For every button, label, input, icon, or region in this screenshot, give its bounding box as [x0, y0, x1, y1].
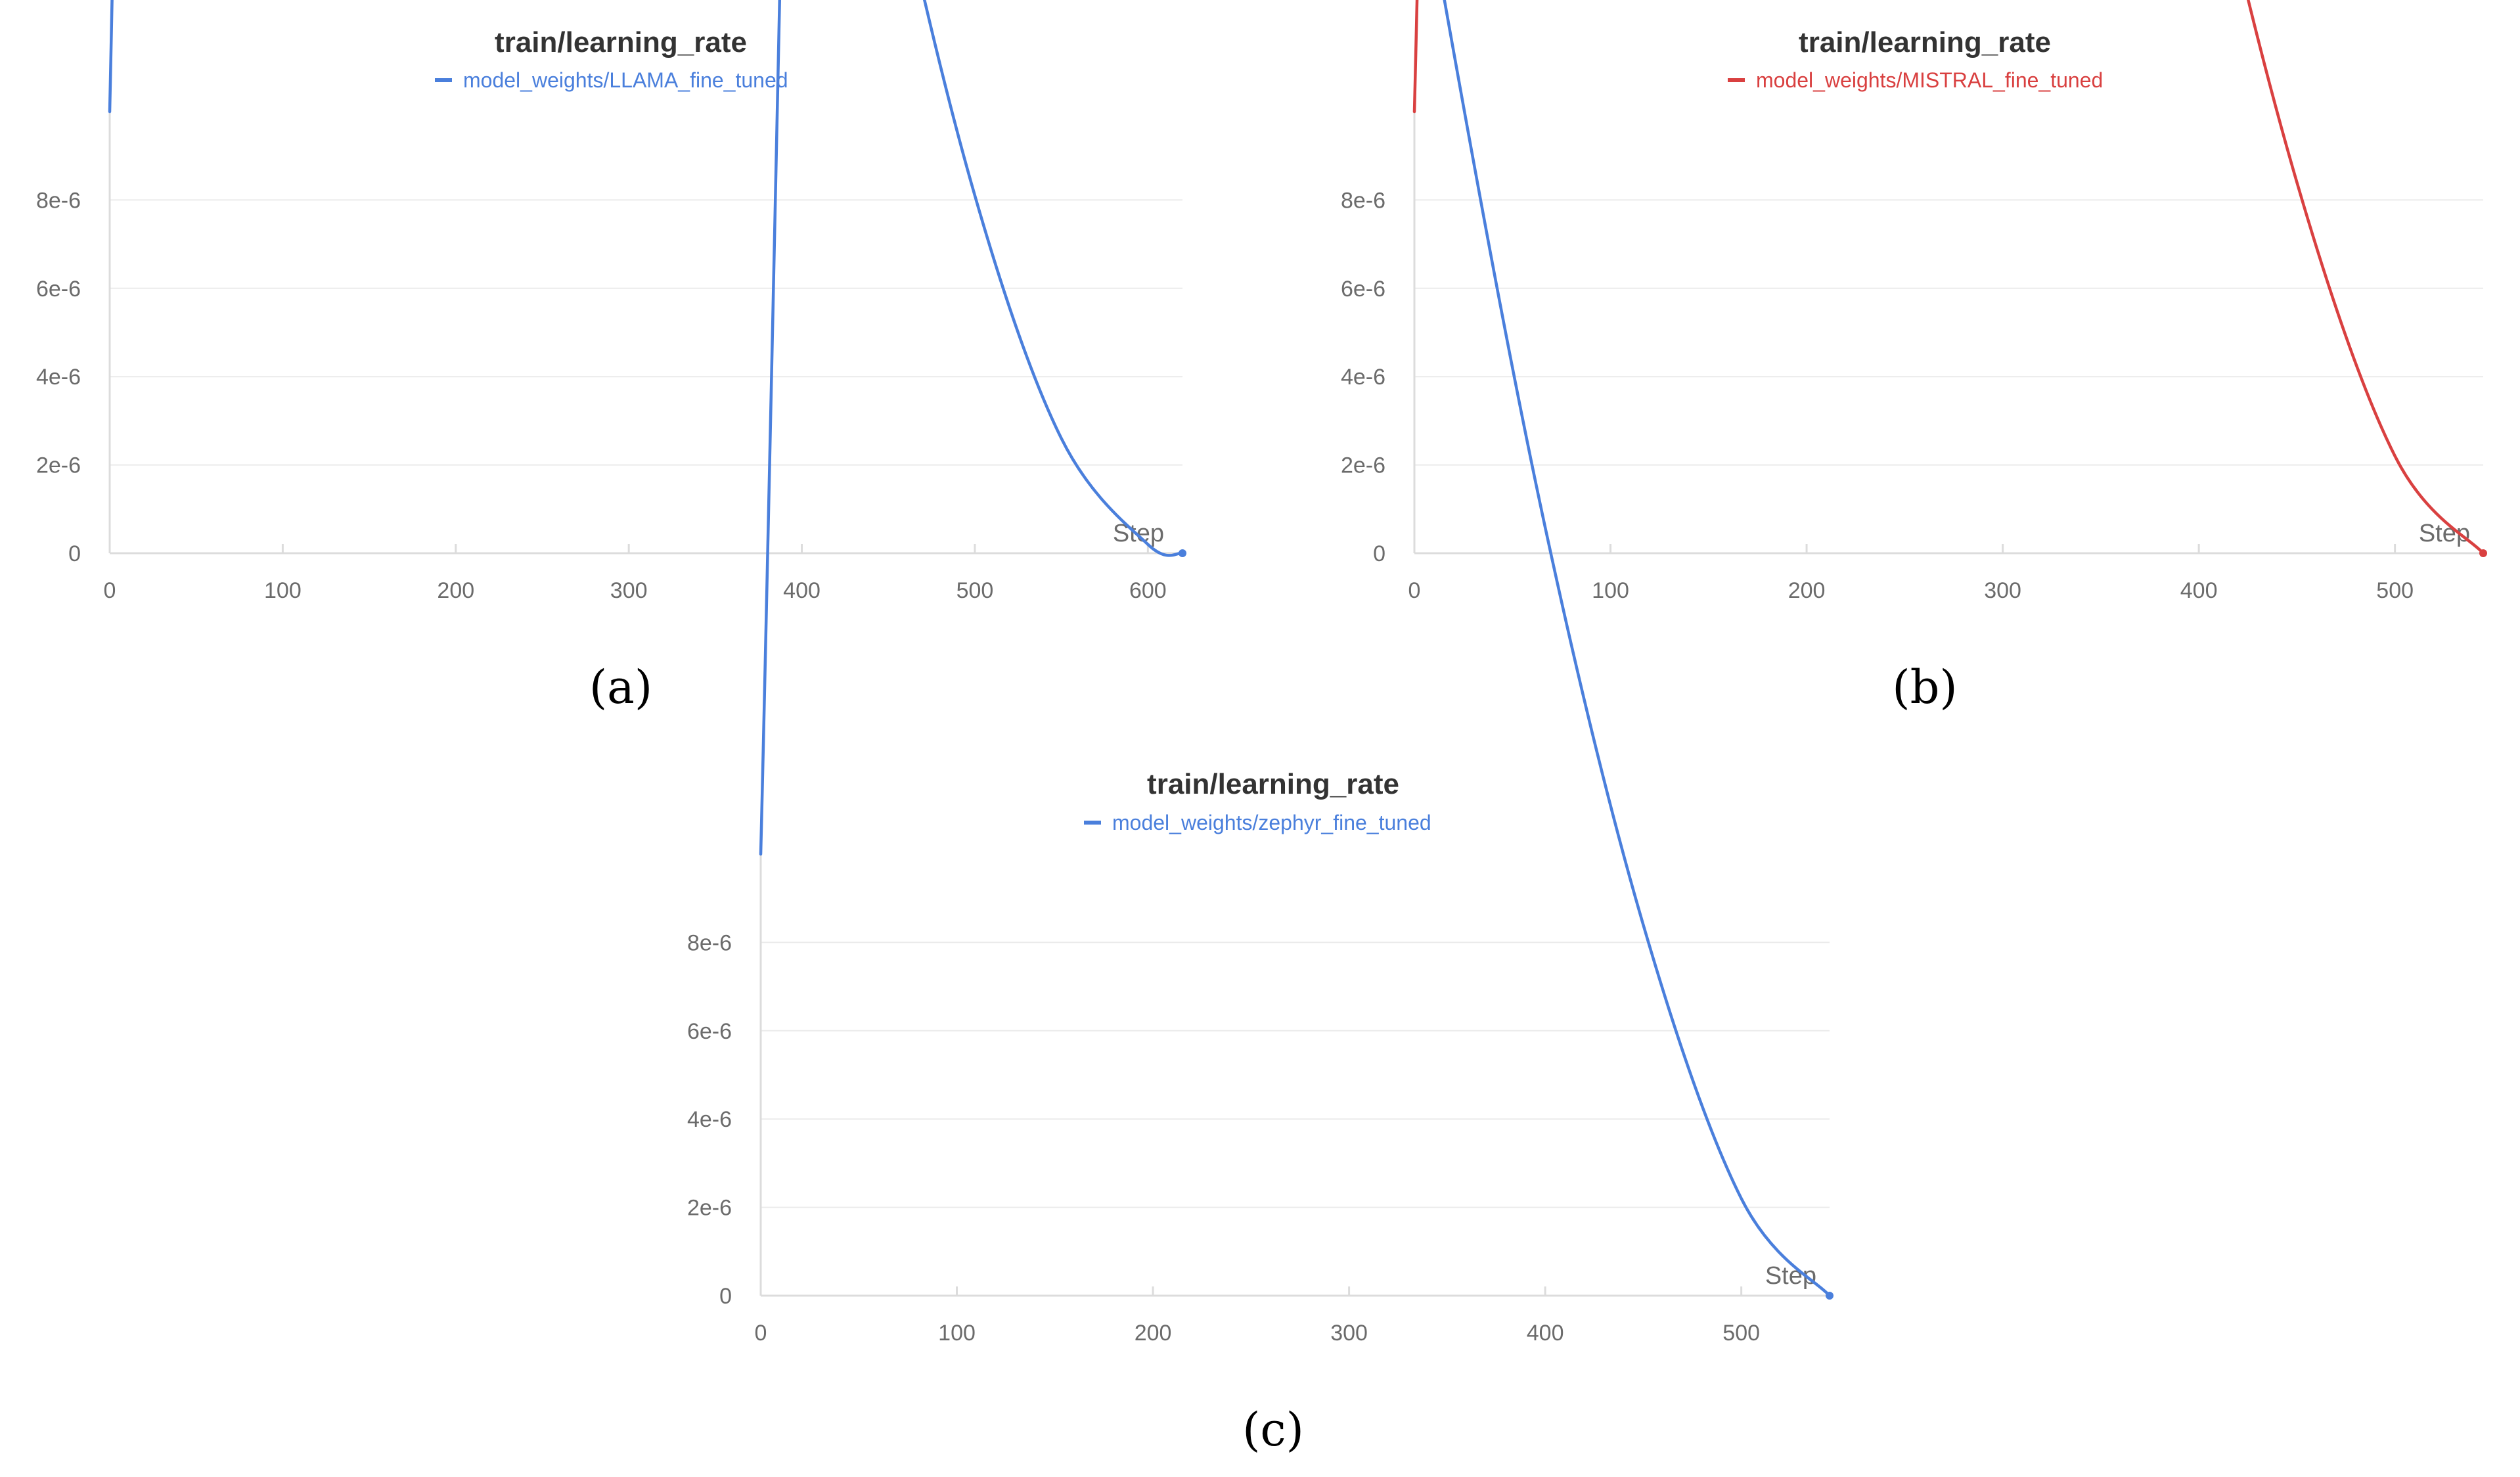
y-gridlines [110, 199, 1182, 466]
series-end-marker [2479, 549, 2487, 557]
x-axis [1413, 112, 2483, 555]
y-tick-label: 8e-6 [687, 930, 732, 955]
x-tick-labels: 0 100 200 300 400 500 [1408, 578, 2414, 603]
y-gridlines [1414, 199, 2483, 466]
x-tick-label: 100 [1592, 578, 1629, 603]
y-tick-labels: 0 2e-6 4e-6 6e-6 8e-6 [687, 930, 732, 1309]
x-tick-label: 0 [104, 578, 116, 603]
y-tick-label: 2e-6 [687, 1196, 732, 1221]
y-tick-label: 0 [68, 541, 81, 566]
y-tick-label: 4e-6 [1341, 365, 1385, 390]
y-gridlines [761, 942, 1830, 1208]
x-tick-label: 400 [2180, 578, 2218, 603]
x-tick-label: 600 [1129, 578, 1167, 603]
panel-b: train/learning_rate model_weights/MISTRA… [1341, 0, 2487, 714]
x-axis-label: Step [1765, 1262, 1816, 1290]
x-tick-label: 300 [610, 578, 648, 603]
chart-title: train/learning_rate [495, 26, 747, 58]
x-tick-label: 300 [1330, 1321, 1368, 1346]
y-tick-labels: 0 2e-6 4e-6 6e-6 8e-6 [1341, 188, 1385, 566]
y-tick-label: 4e-6 [687, 1107, 732, 1132]
legend-label: model_weights/zephyr_fine_tuned [1112, 811, 1431, 834]
x-tick-label: 500 [2376, 578, 2414, 603]
panel-caption: (b) [1892, 660, 1957, 714]
x-tick-label: 0 [755, 1321, 767, 1346]
y-tick-labels: 0 2e-6 4e-6 6e-6 8e-6 [36, 188, 81, 566]
x-tick-label: 400 [1527, 1321, 1564, 1346]
x-axis [759, 854, 1830, 1297]
y-tick-label: 8e-6 [36, 188, 81, 213]
series-line [759, 0, 1832, 1298]
x-axis [108, 112, 1182, 555]
x-tick-labels: 0 100 200 300 400 500 600 [104, 578, 1167, 603]
x-tick-label: 400 [783, 578, 821, 603]
x-axis-label: Step [1113, 520, 1164, 547]
x-tick-label: 100 [264, 578, 302, 603]
legend-label: model_weights/MISTRAL_fine_tuned [1756, 68, 2103, 92]
panel-c: train/learning_rate model_weights/zephyr… [687, 0, 1834, 1457]
chart-title: train/learning_rate [1799, 26, 2051, 58]
x-axis-label: Step [2419, 520, 2470, 547]
x-tick-label: 500 [1722, 1321, 1760, 1346]
y-tick-label: 2e-6 [1341, 453, 1385, 478]
legend-label: model_weights/LLAMA_fine_tuned [463, 68, 788, 92]
y-tick-label: 8e-6 [1341, 188, 1385, 213]
x-tick-label: 0 [1408, 578, 1421, 603]
y-tick-label: 0 [1373, 541, 1385, 566]
y-tick-label: 4e-6 [36, 365, 81, 390]
chart-title: train/learning_rate [1147, 768, 1399, 800]
panel-a: train/learning_rate model_weights/LLAMA_… [36, 0, 1186, 714]
x-tick-label: 100 [938, 1321, 976, 1346]
y-tick-label: 6e-6 [1341, 277, 1385, 302]
x-tick-label: 300 [1984, 578, 2021, 603]
panel-caption: (c) [1242, 1403, 1304, 1457]
x-tick-label: 200 [437, 578, 474, 603]
x-tick-label: 200 [1135, 1321, 1172, 1346]
series-end-marker [1826, 1292, 1834, 1300]
panel-caption: (a) [589, 660, 652, 714]
y-tick-label: 6e-6 [36, 277, 81, 302]
x-tick-label: 200 [1788, 578, 1826, 603]
y-tick-label: 2e-6 [36, 453, 81, 478]
y-tick-label: 6e-6 [687, 1019, 732, 1044]
x-tick-label: 500 [956, 578, 994, 603]
series-end-marker [1179, 549, 1186, 557]
y-tick-label: 0 [719, 1284, 732, 1309]
x-tick-labels: 0 100 200 300 400 500 [755, 1321, 1760, 1346]
